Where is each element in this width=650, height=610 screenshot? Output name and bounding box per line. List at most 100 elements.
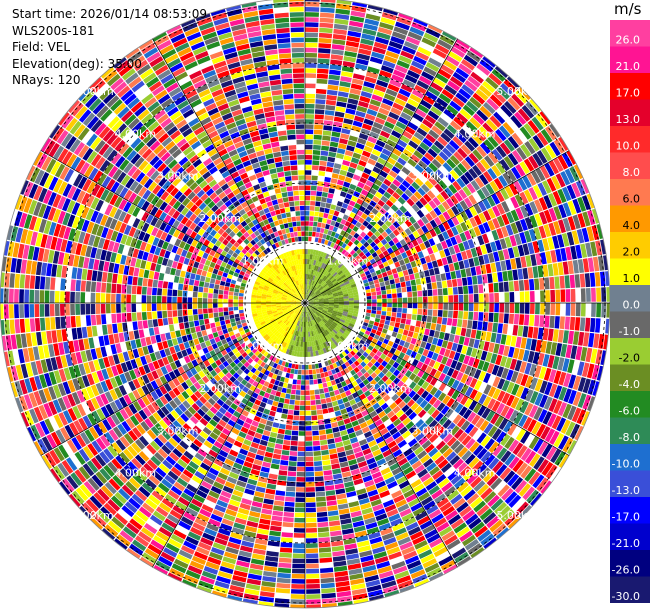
range-gate	[485, 118, 498, 132]
range-gate	[404, 74, 418, 84]
range-gate	[456, 417, 467, 428]
range-gate	[310, 395, 316, 400]
range-gate	[234, 517, 247, 525]
range-gate	[346, 145, 355, 152]
range-gate	[558, 435, 569, 450]
range-gate	[384, 235, 392, 243]
range-gate	[513, 280, 520, 292]
range-gate	[233, 410, 241, 418]
range-gate	[305, 400, 311, 406]
range-gate	[341, 528, 354, 535]
range-gate	[308, 364, 312, 370]
range-gate	[393, 565, 408, 575]
range-gate	[455, 361, 463, 371]
range-gate	[243, 461, 253, 469]
range-gate	[337, 503, 349, 510]
range-gate	[359, 260, 365, 267]
range-gate	[494, 292, 499, 303]
range-gate	[359, 374, 367, 382]
range-gate	[365, 382, 373, 390]
range-gate	[341, 434, 350, 441]
range-gate	[355, 345, 361, 351]
range-gate	[482, 198, 492, 210]
range-gate	[351, 403, 359, 411]
range-gate	[329, 69, 341, 76]
range-gate	[338, 365, 344, 372]
range-gate	[361, 470, 371, 478]
range-gate	[372, 275, 378, 281]
range-gate	[465, 267, 472, 277]
range-gate	[557, 262, 564, 276]
range-gate	[279, 465, 288, 471]
range-gate	[530, 339, 537, 351]
range-gate	[412, 266, 419, 274]
range-gate	[569, 274, 576, 288]
range-gate	[359, 224, 366, 231]
range-gate	[422, 476, 435, 487]
range-gate	[122, 526, 137, 539]
range-gate	[268, 372, 274, 378]
range-gate	[393, 494, 405, 504]
range-gate	[409, 65, 423, 75]
range-gate	[396, 475, 408, 485]
range-gate	[255, 486, 266, 493]
range-gate	[276, 582, 291, 589]
range-gate	[399, 153, 410, 162]
range-gate	[388, 551, 402, 560]
range-gate	[456, 556, 472, 567]
range-gate	[507, 247, 515, 259]
range-gate	[424, 443, 435, 454]
range-gate	[385, 345, 392, 352]
range-gate	[291, 573, 305, 579]
range-gate	[366, 292, 372, 297]
range-gate	[193, 280, 200, 287]
range-gate	[346, 490, 357, 498]
range-gate	[408, 424, 418, 434]
range-gate	[374, 283, 380, 288]
range-gate	[305, 420, 312, 426]
range-gate	[60, 304, 65, 316]
range-gate	[228, 310, 234, 315]
range-gate	[90, 314, 97, 326]
range-gate	[315, 99, 326, 105]
range-gate	[590, 348, 598, 364]
range-gate	[397, 292, 402, 298]
range-gate	[51, 330, 58, 343]
range-gate	[314, 114, 324, 120]
range-gate	[317, 526, 330, 533]
range-gate	[262, 575, 277, 583]
range-gate	[274, 443, 283, 450]
range-gate	[539, 394, 548, 408]
range-gate	[516, 445, 528, 459]
range-gate	[448, 514, 461, 525]
range-gate	[419, 141, 430, 152]
range-gate	[192, 297, 198, 303]
range-gate	[579, 317, 586, 332]
range-gate	[553, 370, 562, 384]
range-gate	[468, 426, 479, 438]
range-gate	[229, 314, 235, 319]
range-gate	[275, 391, 282, 397]
range-gate	[424, 269, 430, 277]
range-gate	[342, 123, 352, 130]
range-gate	[294, 400, 300, 406]
range-gate	[381, 360, 388, 367]
range-gate	[558, 371, 567, 386]
range-gate	[445, 358, 453, 367]
range-gate	[478, 173, 489, 186]
range-gate	[389, 402, 398, 410]
range-gate	[524, 362, 532, 375]
range-gate	[328, 386, 334, 392]
range-gate	[464, 80, 478, 92]
range-gate	[448, 51, 463, 63]
range-gate	[434, 121, 446, 132]
range-gate	[402, 107, 414, 117]
range-gate	[519, 232, 527, 244]
range-gate	[410, 402, 419, 411]
range-gate	[364, 319, 370, 324]
range-gate	[403, 448, 414, 457]
range-gate	[470, 71, 484, 84]
range-gate	[356, 456, 366, 464]
range-gate	[285, 424, 293, 430]
range-gate	[252, 464, 262, 471]
